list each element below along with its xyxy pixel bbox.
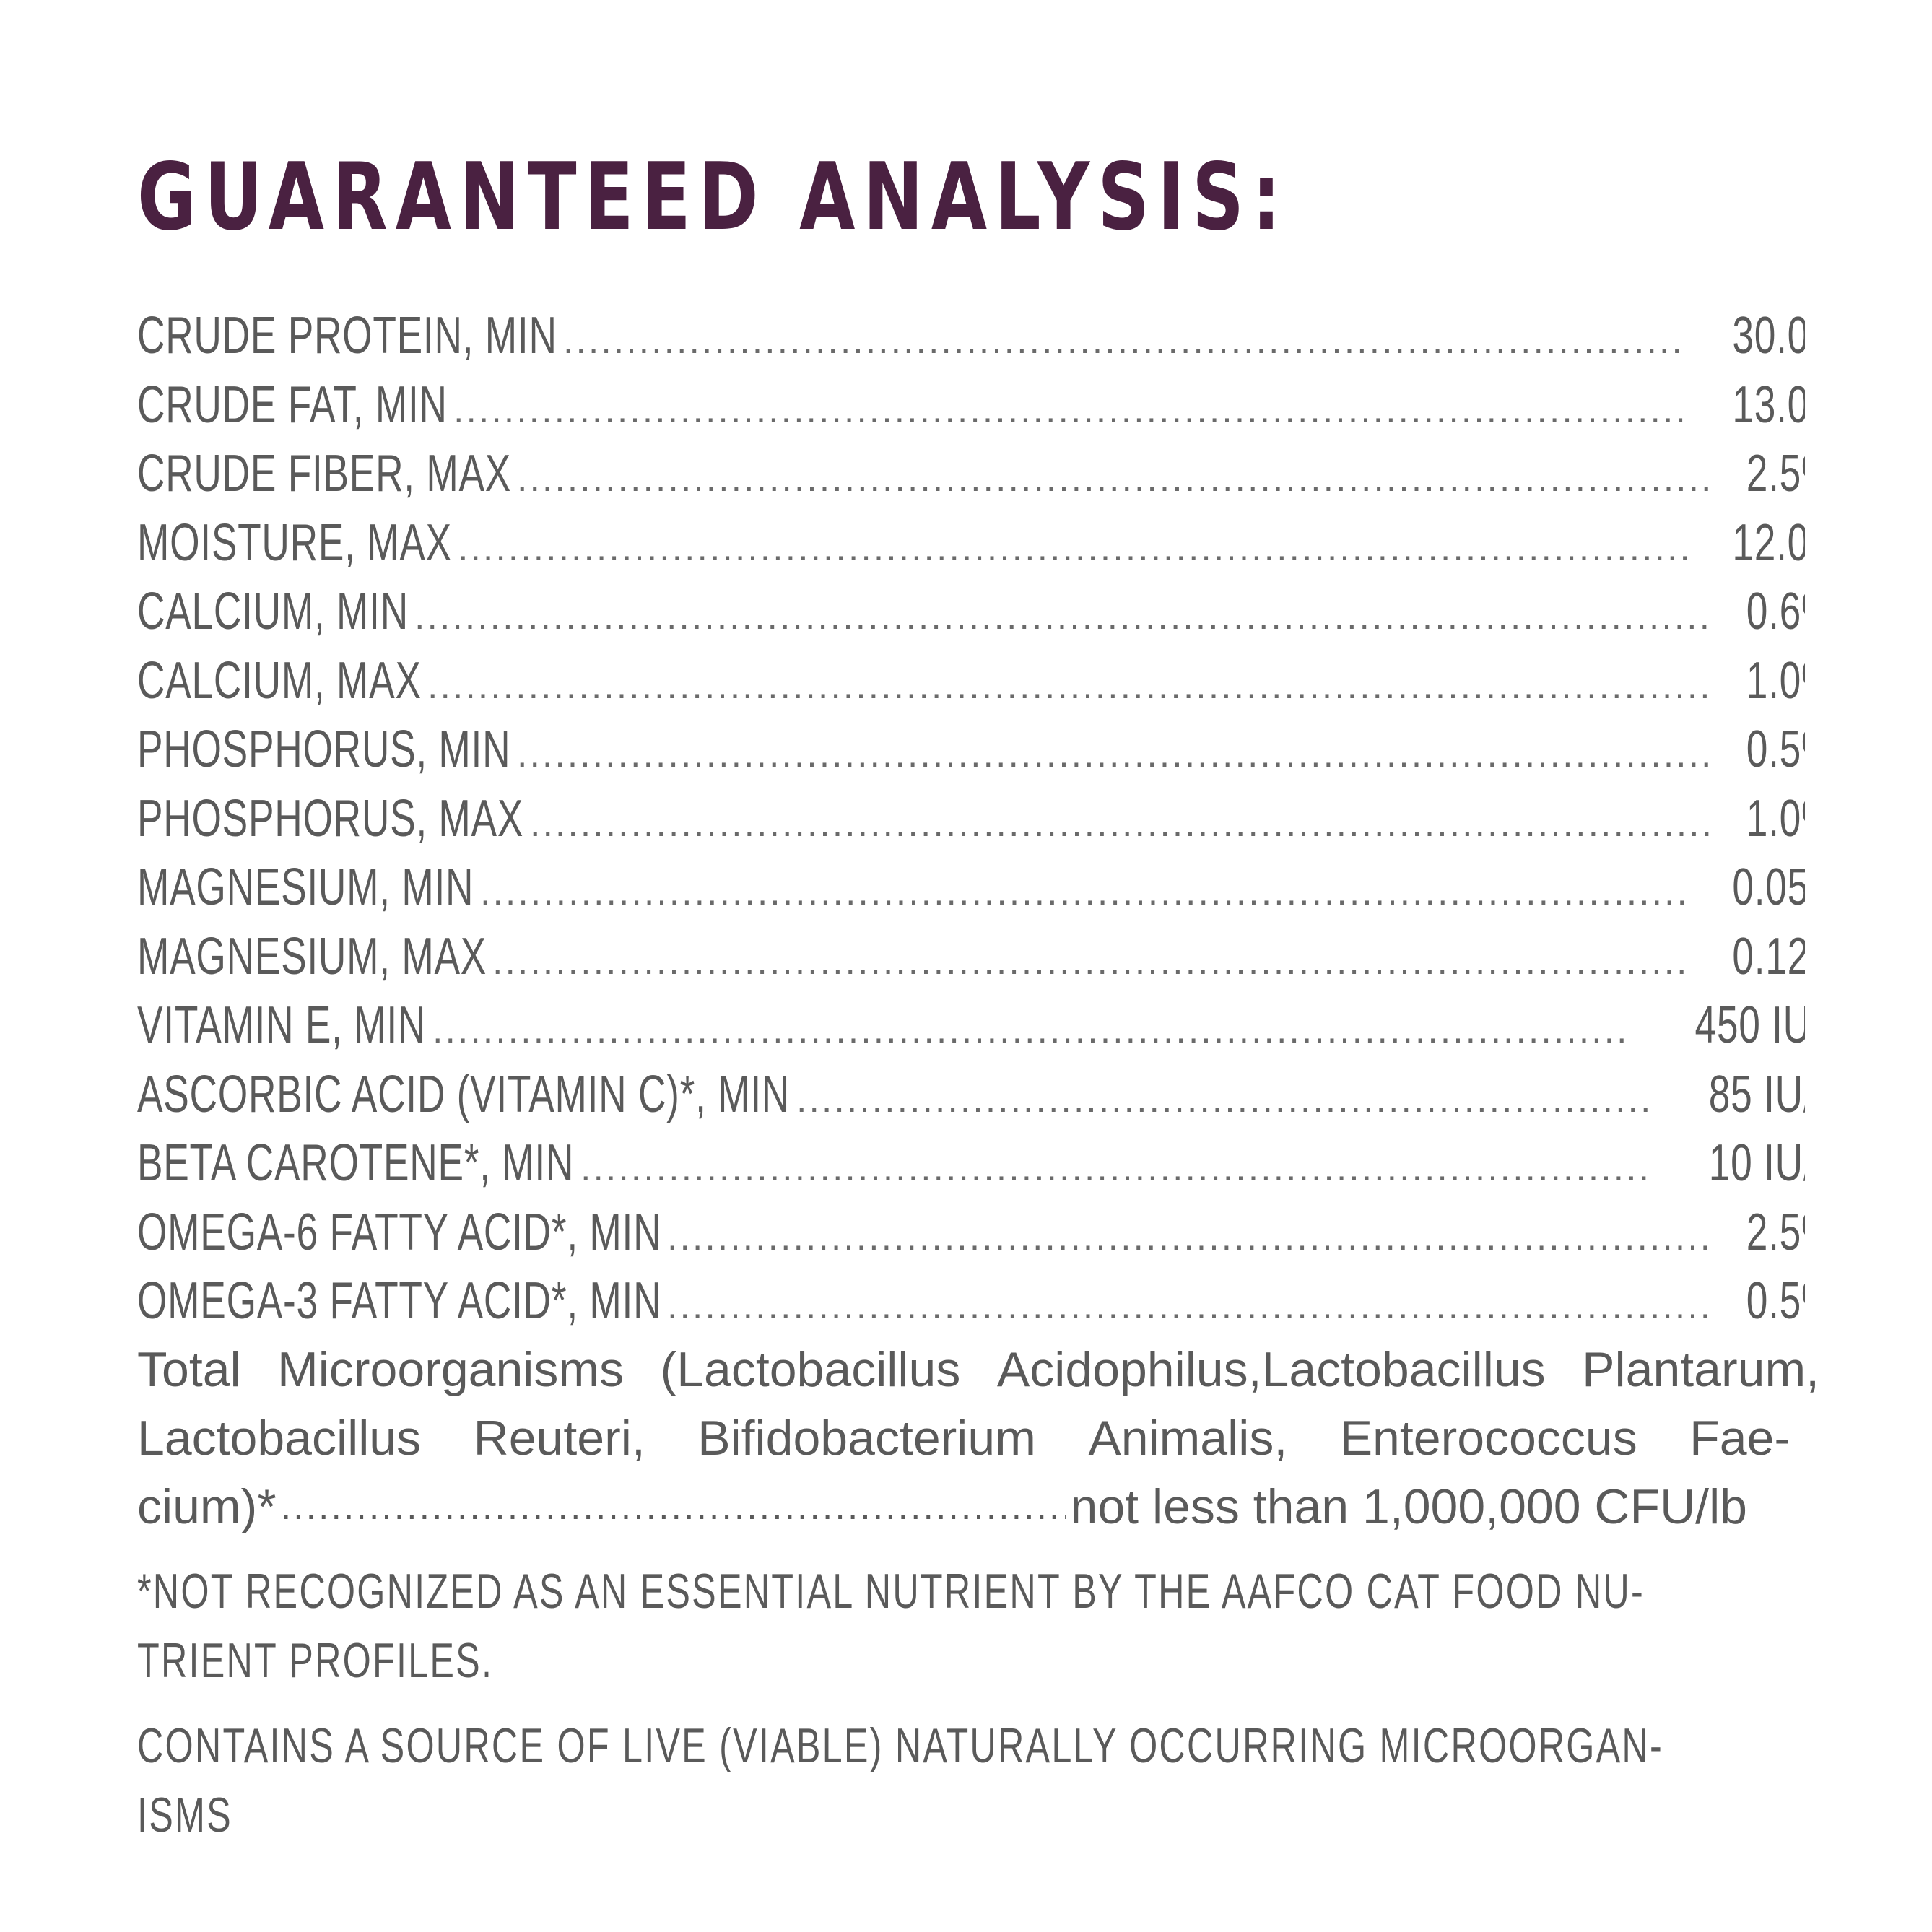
note-text: CONTAINS A SOURCE OF LIVE (VIABLE) NATUR…	[137, 1718, 1663, 1773]
dot-leader: ........................................…	[563, 320, 1687, 362]
micro-word: Reuteri,	[473, 1411, 645, 1466]
nutrient-name: VITAMIN E, MIN	[137, 996, 427, 1054]
nutrient-name: PHOSPHORUS, MIN	[137, 721, 511, 778]
footnote-text: *NOT RECOGNIZED AS AN ESSENTIAL NUTRIENT…	[137, 1564, 1645, 1619]
nutrient-value: 12.0%	[1732, 513, 1805, 572]
dot-leader: ........................................…	[580, 1147, 1651, 1189]
nutrient-name: CALCIUM, MIN	[137, 583, 409, 640]
micro-word: Total	[137, 1342, 241, 1397]
dot-leader: ........................................…	[517, 734, 1709, 775]
micro-word: Microorganisms	[277, 1342, 625, 1397]
dot-leader: ........................................…	[480, 871, 1687, 913]
analysis-row: CRUDE FAT, MIN .........................…	[137, 371, 1805, 440]
nutrient-value: 0.6%	[1746, 583, 1805, 640]
dot-leader: ........................................…	[414, 596, 1709, 638]
analysis-row: OMEGA-3 FATTY ACID*, MIN ...............…	[137, 1267, 1805, 1336]
nutrient-name: MAGNESIUM, MAX	[137, 927, 487, 985]
analysis-row: CALCIUM, MAX ...........................…	[137, 647, 1805, 716]
nutrient-name: ASCORBIC ACID (VITAMIN C)*, MIN	[137, 1065, 791, 1123]
dot-leader: ........................................…	[492, 940, 1687, 983]
microorganisms-line-1: Total Microorganisms (Lactobacillus Acid…	[137, 1336, 1819, 1404]
micro-value: not less than 1,000,000 CFU/lb	[1070, 1479, 1747, 1534]
micro-word: Lactobacillus	[137, 1411, 422, 1466]
micro-label: cium)*	[137, 1479, 277, 1534]
analysis-row: CRUDE FIBER, MAX .......................…	[137, 440, 1805, 509]
nutrient-name: OMEGA-6 FATTY ACID*, MIN	[137, 1203, 662, 1261]
page-title: GUARANTEED ANALYSIS:	[137, 144, 1289, 251]
micro-word: Enterococcus	[1339, 1411, 1637, 1466]
analysis-row: ASCORBIC ACID (VITAMIN C)*, MIN ........…	[137, 1061, 1805, 1130]
analysis-row: MOISTURE, MAX ..........................…	[137, 509, 1805, 578]
micro-word: Animalis,	[1088, 1411, 1288, 1466]
nutrient-value: 0.5%	[1746, 1272, 1805, 1330]
analysis-row: CALCIUM, MIN ...........................…	[137, 578, 1805, 647]
analysis-row: PHOSPHORUS, MAX ........................…	[137, 785, 1805, 854]
dot-leader: ........................................…	[427, 664, 1709, 707]
analysis-row: OMEGA-6 FATTY ACID*, MIN ...............…	[137, 1198, 1805, 1268]
analysis-row: BETA CAROTENE*, MIN ....................…	[137, 1129, 1805, 1198]
analysis-row: MAGNESIUM, MIN .........................…	[137, 853, 1805, 923]
dot-leader: ........................................…	[796, 1078, 1651, 1121]
micro-word: Acidophilus,Lactobacillus	[996, 1342, 1546, 1397]
nutrient-name: CRUDE PROTEIN, MIN	[137, 307, 557, 365]
dot-leader: ........................................…	[667, 1285, 1709, 1327]
footnote-text: TRIENT PROFILES.	[137, 1633, 494, 1688]
nutrient-name: CRUDE FAT, MIN	[137, 375, 448, 434]
micro-word: (Lactobacillus	[660, 1342, 961, 1397]
nutrient-value: 2.5%	[1746, 445, 1805, 502]
analysis-row: PHOSPHORUS, MIN ........................…	[137, 715, 1805, 785]
dot-leader: ........................................…	[530, 802, 1709, 845]
dot-leader: ........................................…	[667, 1216, 1709, 1258]
nutrient-value: 0.05%	[1732, 858, 1805, 916]
nutrient-value: 30.0%	[1732, 307, 1805, 365]
microorganisms-paragraph: Total Microorganisms (Lactobacillus Acid…	[137, 1336, 1819, 1541]
nutrient-name: PHOSPHORUS, MAX	[137, 789, 524, 848]
nutrient-value: 1.0%	[1746, 651, 1805, 710]
dot-leader: ........................................…	[453, 388, 1687, 431]
nutrient-value: 450 IU/kg	[1694, 996, 1805, 1054]
nutrient-name: BETA CAROTENE*, MIN	[137, 1134, 575, 1192]
aafco-footnote: *NOT RECOGNIZED AS AN ESSENTIAL NUTRIENT…	[137, 1557, 1819, 1695]
micro-word: Plantarum,	[1582, 1342, 1819, 1397]
nutrient-value: 13.0%	[1732, 375, 1805, 434]
analysis-row: MAGNESIUM, MAX .........................…	[137, 923, 1805, 992]
note-text: ISMS	[137, 1788, 232, 1842]
nutrient-value: 1.0%	[1746, 789, 1805, 848]
nutrient-value: 2.5%	[1746, 1203, 1805, 1261]
nutrient-name: CALCIUM, MAX	[137, 651, 422, 710]
nutrient-value: 85 IU/kg	[1708, 1065, 1805, 1123]
analysis-table: CRUDE PROTEIN, MIN .....................…	[137, 302, 1805, 1336]
nutrient-name: MAGNESIUM, MIN	[137, 858, 474, 916]
guaranteed-analysis-panel: GUARANTEED ANALYSIS: CRUDE PROTEIN, MIN …	[137, 0, 1819, 1932]
analysis-row: VITAMIN E, MIN .........................…	[137, 991, 1805, 1061]
analysis-row: CRUDE PROTEIN, MIN .....................…	[137, 302, 1805, 371]
nutrient-name: CRUDE FIBER, MAX	[137, 445, 512, 502]
micro-word: Bifidobacterium	[697, 1411, 1036, 1466]
nutrient-name: OMEGA-3 FATTY ACID*, MIN	[137, 1272, 662, 1330]
microorganisms-line-3: cium)* .................................…	[137, 1473, 1747, 1541]
nutrient-name: MOISTURE, MAX	[137, 513, 452, 572]
nutrient-value: 0.5%	[1746, 721, 1805, 778]
micro-word: Fae-	[1689, 1411, 1790, 1466]
microorganisms-line-2: Lactobacillus Reuteri, Bifidobacterium A…	[137, 1404, 1790, 1473]
dot-leader: ........................................…	[458, 526, 1687, 569]
live-microorganisms-note: CONTAINS A SOURCE OF LIVE (VIABLE) NATUR…	[137, 1711, 1819, 1850]
dot-leader: ........................................…	[432, 1009, 1629, 1051]
dot-leader: ........................................…	[517, 458, 1709, 500]
dot-leader: ........................................…	[280, 1486, 1066, 1528]
nutrient-value: 0.12%	[1732, 927, 1805, 985]
nutrient-value: 10 IU/kg	[1708, 1134, 1805, 1192]
